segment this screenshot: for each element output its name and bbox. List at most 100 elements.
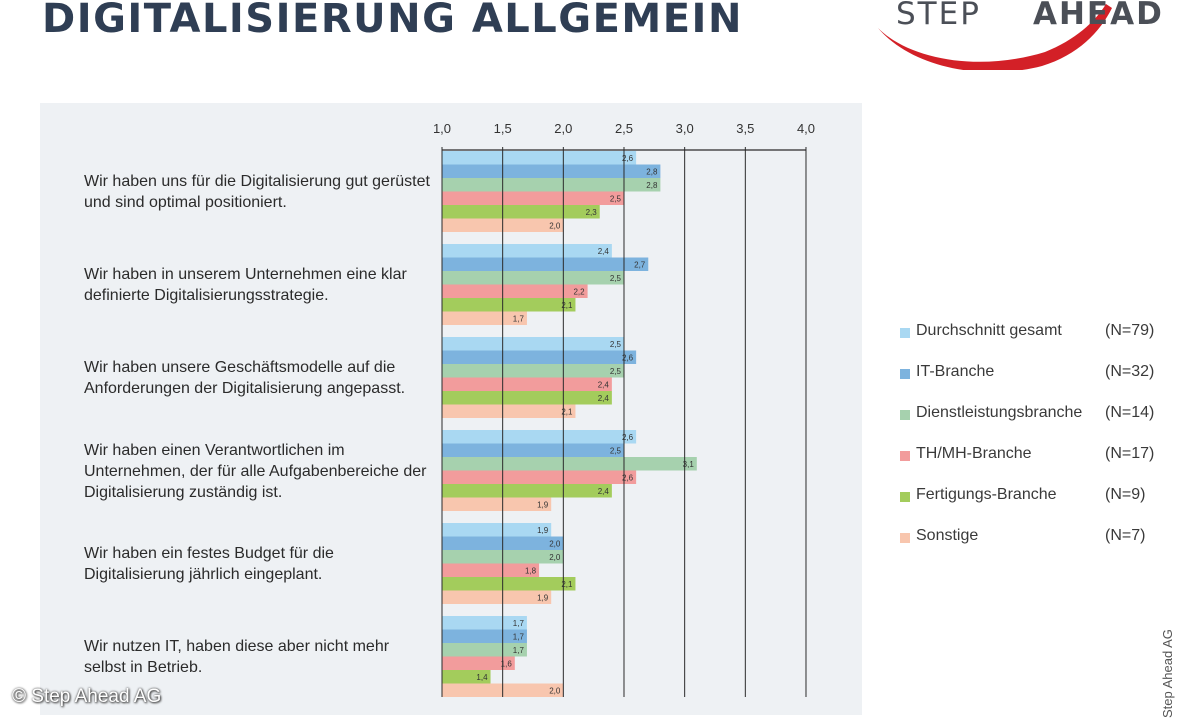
bar-value-label: 2,0 [549, 540, 561, 549]
bar [442, 350, 637, 364]
bar [442, 470, 637, 484]
bar-value-label: 2,8 [646, 181, 658, 190]
bar-value-label: 1,7 [513, 315, 525, 324]
bar-value-label: 2,5 [610, 274, 622, 283]
bar-value-label: 2,0 [549, 222, 561, 231]
legend-label: Dienstleistungsbranche [916, 404, 1083, 421]
bar-value-label: 1,8 [525, 567, 537, 576]
bar-value-label: 2,4 [598, 381, 610, 390]
legend-item-durchschnitt: Durchschnitt gesamt (N=79) [900, 322, 1170, 344]
question-label-2: Wir haben in unserem Unternehmen eine kl… [84, 266, 407, 304]
legend-count: (N=9) [1105, 486, 1146, 503]
bar [442, 497, 552, 511]
legend-label: TH/MH-Branche [916, 445, 1032, 462]
bar-value-label: 2,1 [561, 408, 573, 417]
bar-value-label: 2,2 [573, 288, 585, 297]
legend-count: (N=14) [1105, 404, 1155, 421]
bar-value-label: 1,9 [537, 526, 549, 535]
legend-swatch [900, 369, 910, 379]
bar [442, 178, 661, 192]
x-tick-label: 1,5 [494, 121, 512, 136]
bar-value-label: 2,1 [561, 301, 573, 310]
bar-value-label: 2,3 [586, 208, 598, 217]
bar-value-label: 2,5 [610, 340, 622, 349]
bar [442, 523, 552, 537]
bar [442, 443, 624, 457]
bar [442, 563, 540, 577]
bar-value-label: 2,6 [622, 433, 634, 442]
bar-value-label: 2,6 [622, 154, 634, 163]
question-label-3: Wir haben unsere Geschäftsmodelle auf di… [84, 359, 406, 397]
bar [442, 590, 552, 604]
bar [442, 364, 624, 378]
page-title: DIGITALISIERUNG ALLGEMEIN [42, 0, 743, 42]
side-credit: Step Ahead AG [1160, 629, 1175, 718]
legend-count: (N=7) [1105, 527, 1146, 544]
bar-value-label: 2,6 [622, 354, 634, 363]
logo-text-ahead: AHEAD [1033, 0, 1164, 32]
bar [442, 284, 588, 298]
bar [442, 377, 612, 391]
bar [442, 430, 637, 444]
logo-text-step: STEP [896, 0, 981, 32]
bar [442, 257, 649, 271]
legend-item-thmh: TH/MH-Branche (N=17) [900, 445, 1170, 467]
x-tick-label: 3,0 [676, 121, 694, 136]
bar [442, 271, 624, 285]
bar [442, 244, 612, 258]
legend-swatch [900, 451, 910, 461]
bar [442, 670, 491, 684]
bar-value-label: 2,4 [598, 247, 610, 256]
bar [442, 311, 527, 325]
legend-swatch [900, 492, 910, 502]
bar [442, 337, 624, 351]
bar-value-label: 2,0 [549, 553, 561, 562]
bar [442, 151, 637, 165]
bar-value-label: 2,0 [549, 687, 561, 696]
bar-value-label: 2,1 [561, 580, 573, 589]
bar [442, 404, 576, 418]
bar-value-label: 2,4 [598, 487, 610, 496]
question-label-4: Wir haben einen Verantwortlichen im Unte… [84, 442, 427, 501]
bar-value-label: 2,5 [610, 447, 622, 456]
bar [442, 643, 527, 657]
question-label-6: Wir nutzen IT, haben diese aber nicht me… [84, 638, 390, 676]
bar-value-label: 1,9 [537, 594, 549, 603]
bar-value-label: 2,6 [622, 474, 634, 483]
step-ahead-logo: STEP AHEAD [870, 0, 1170, 70]
legend-item-dienstleistung: Dienstleistungsbranche (N=14) [900, 404, 1170, 426]
legend-label: Fertigungs-Branche [916, 486, 1057, 503]
bar [442, 656, 515, 670]
bar [442, 298, 576, 312]
bar [442, 205, 600, 219]
bar-value-label: 2,7 [634, 261, 646, 270]
bar-value-label: 1,9 [537, 501, 549, 510]
logo-swoosh-icon [878, 4, 1112, 70]
bar [442, 577, 576, 591]
bar-value-label: 3,1 [683, 460, 695, 469]
legend-item-it: IT-Branche (N=32) [900, 363, 1170, 385]
legend-swatch [900, 410, 910, 420]
legend-item-fertigung: Fertigungs-Branche (N=9) [900, 486, 1170, 508]
x-tick-label: 1,0 [433, 121, 451, 136]
legend-label: Sonstige [916, 527, 979, 544]
bar [442, 391, 612, 405]
x-tick-label: 2,5 [615, 121, 633, 136]
legend-label: Durchschnitt gesamt [916, 322, 1062, 339]
bar [442, 629, 527, 643]
bar [442, 616, 527, 630]
question-label-1: Wir haben uns für die Digitalisierung gu… [84, 173, 430, 211]
bar-value-label: 1,7 [513, 633, 525, 642]
x-tick-label: 3,5 [736, 121, 754, 136]
bar-value-label: 1,6 [501, 660, 513, 669]
copyright-notice: © Step Ahead AG [12, 686, 162, 707]
x-tick-label: 4,0 [797, 121, 815, 136]
bar-value-label: 2,5 [610, 195, 622, 204]
legend-count: (N=17) [1105, 445, 1155, 462]
question-label-5: Wir haben ein festes Budget für die Digi… [84, 545, 334, 583]
bar-value-label: 2,5 [610, 367, 622, 376]
legend-swatch [900, 328, 910, 338]
legend-item-sonstige: Sonstige (N=7) [900, 527, 1170, 549]
bar [442, 191, 624, 205]
